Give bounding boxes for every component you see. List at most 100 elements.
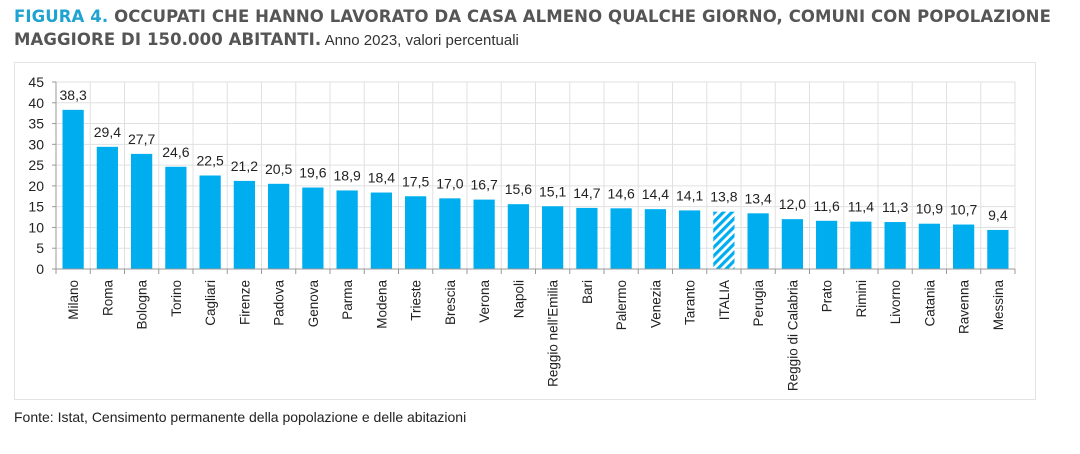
- bar: [473, 199, 495, 269]
- bars: 38,3 29,4 27,7 24,6 22,5 21,2 20,5 19,6 18,9 18,4…: [60, 87, 1009, 269]
- bar: [816, 220, 838, 269]
- value-label: 13,8: [710, 189, 737, 205]
- value-label: 38,3: [60, 87, 87, 103]
- chart-frame: [14, 62, 1036, 400]
- bar: [610, 208, 632, 269]
- value-label: 14,6: [608, 185, 635, 201]
- bar: [302, 187, 324, 269]
- category-label: Livorno: [888, 280, 903, 324]
- category-label: Ravenna: [957, 280, 972, 335]
- category-label: Catania: [922, 280, 937, 327]
- category-label: Trieste: [409, 280, 424, 321]
- category-label: Verona: [477, 280, 492, 323]
- value-label: 18,9: [334, 167, 361, 183]
- y-tick-label: 0: [36, 261, 44, 277]
- value-label: 11,3: [882, 199, 908, 215]
- category-label: Padova: [272, 280, 287, 326]
- bar: [405, 196, 427, 269]
- value-label: 18,4: [368, 170, 395, 186]
- y-tick-label: 25: [28, 157, 44, 173]
- value-label: 14,4: [642, 186, 669, 202]
- category-label: Taranto: [683, 280, 698, 325]
- source-note: Fonte: Istat, Censimento permanente dell…: [14, 409, 467, 425]
- category-label: ITALIA: [717, 280, 732, 320]
- category-label: Rimini: [854, 280, 869, 318]
- category-label: Venezia: [648, 280, 663, 329]
- category-label: Reggio nell'Emilia: [546, 280, 561, 387]
- value-label: 9,4: [988, 207, 1008, 223]
- value-label: 20,5: [265, 161, 292, 177]
- bar: [542, 206, 564, 269]
- y-tick-label: 15: [28, 199, 44, 215]
- bar: [199, 175, 221, 269]
- bar: [850, 221, 872, 269]
- y-axis: 0 5 10 15 20 25 30 35 40 45: [28, 74, 57, 277]
- subtitle: Anno 2023, valori percentuali: [321, 32, 519, 49]
- title-text: OCCUPATI CHE HANNO LAVORATO DA CASA ALME…: [14, 7, 1051, 49]
- value-label: 10,7: [950, 202, 977, 218]
- category-label: Cagliari: [203, 280, 218, 326]
- category-label: Modena: [374, 280, 389, 329]
- category-label: Firenze: [237, 280, 252, 325]
- bar: [953, 224, 975, 269]
- value-label: 14,1: [676, 187, 703, 203]
- value-label: 15,1: [539, 183, 566, 199]
- category-label: Roma: [100, 280, 115, 317]
- category-label: Brescia: [443, 280, 458, 326]
- value-label: 12,0: [779, 196, 806, 212]
- y-tick-label: 35: [28, 116, 44, 132]
- y-tick-label: 30: [28, 136, 44, 152]
- value-label: 24,6: [162, 144, 189, 160]
- bar: [918, 223, 940, 269]
- bar: [576, 207, 598, 269]
- value-label: 13,4: [745, 190, 772, 206]
- y-tick-label: 20: [28, 178, 44, 194]
- value-label: 29,4: [94, 124, 121, 140]
- bar-italia: [713, 211, 735, 269]
- value-label: 15,6: [505, 181, 532, 197]
- category-label: Reggio di Calabria: [785, 280, 800, 392]
- category-label: Bologna: [135, 280, 150, 330]
- category-label: Messina: [991, 280, 1006, 331]
- category-label: Palermo: [614, 280, 629, 330]
- category-label: Parma: [340, 280, 355, 320]
- value-label: 17,5: [402, 173, 429, 189]
- bar: [336, 190, 358, 269]
- y-tick-label: 40: [28, 95, 44, 111]
- bar: [439, 198, 461, 269]
- y-tick-label: 5: [36, 240, 44, 256]
- category-label: Bari: [580, 280, 595, 304]
- bar: [233, 180, 255, 269]
- value-label: 11,4: [848, 199, 874, 215]
- y-tick-label: 45: [28, 74, 44, 90]
- bar: [781, 219, 803, 269]
- value-label: 11,6: [814, 198, 840, 214]
- category-label: Prato: [820, 280, 835, 312]
- value-label: 14,7: [573, 185, 600, 201]
- value-label: 16,7: [471, 177, 498, 193]
- bar: [131, 153, 153, 269]
- bar: [884, 222, 906, 269]
- category-label: Genova: [306, 280, 321, 328]
- figure-label: FIGURA 4.: [14, 7, 109, 26]
- bar: [62, 109, 84, 269]
- y-tick-label: 10: [28, 219, 44, 235]
- category-label: Perugia: [751, 280, 766, 327]
- x-axis: Milano Roma Bologna Torino Cagliari Firenze Pa…: [55, 268, 1016, 392]
- value-label: 27,7: [128, 131, 155, 147]
- value-label: 21,2: [231, 158, 258, 174]
- bar: [747, 213, 769, 269]
- bar: [507, 204, 529, 269]
- bar: [370, 192, 392, 269]
- bar: [987, 229, 1009, 269]
- category-label: Napoli: [511, 280, 526, 318]
- value-label: 19,6: [299, 165, 326, 181]
- category-label: Milano: [66, 280, 81, 320]
- bar: [679, 210, 701, 269]
- chart-title: FIGURA 4. OCCUPATI CHE HANNO LAVORATO DA…: [14, 5, 1074, 52]
- category-label: Torino: [169, 280, 184, 317]
- bar: [96, 146, 118, 269]
- value-label: 17,0: [436, 175, 463, 191]
- value-label: 22,5: [197, 153, 224, 169]
